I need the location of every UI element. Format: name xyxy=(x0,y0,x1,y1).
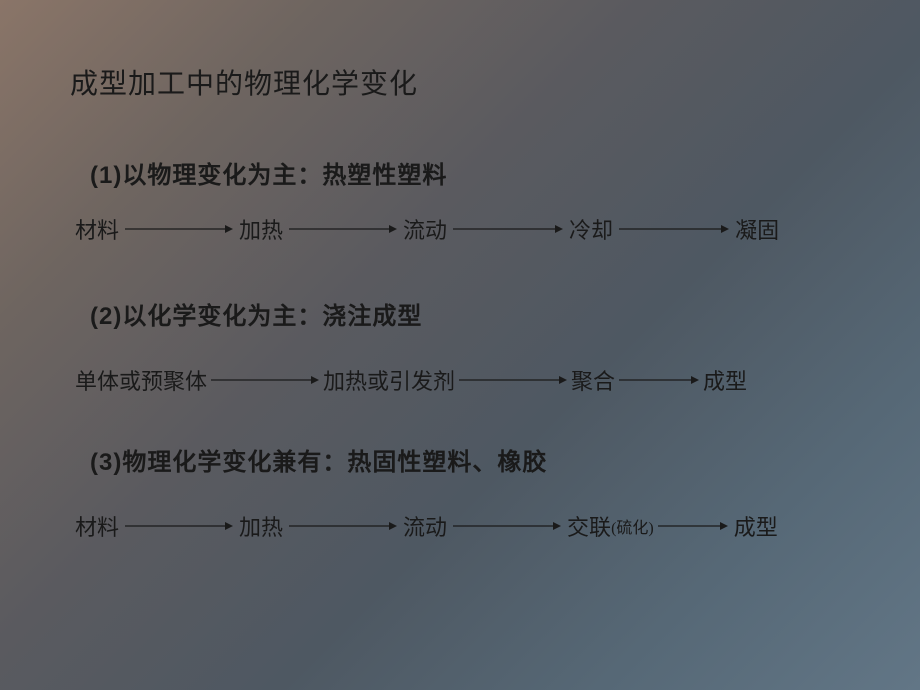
page-title: 成型加工中的物理化学变化 xyxy=(70,62,418,102)
flow-node: 交联 xyxy=(567,510,611,542)
flow-node: 材料 xyxy=(75,213,119,245)
flow-node: 冷却 xyxy=(569,213,613,245)
flow-node: 加热 xyxy=(239,510,283,542)
arrow-icon xyxy=(125,519,233,533)
flow-node-suffix: (硫化) xyxy=(611,514,654,538)
flow-node: 加热或引发剂 xyxy=(323,364,455,396)
flow-node: 凝固 xyxy=(735,213,779,245)
arrow-icon xyxy=(619,222,729,236)
arrow-icon xyxy=(453,222,563,236)
arrow-icon xyxy=(453,519,561,533)
flow-node: 成型 xyxy=(703,364,747,396)
flow-node: 成型 xyxy=(734,510,778,542)
arrow-icon xyxy=(619,373,699,387)
arrow-icon xyxy=(289,222,397,236)
arrow-icon xyxy=(211,373,319,387)
flow-row: 材料 加热 流动 冷却 凝固 xyxy=(75,213,779,245)
flow-node: 聚合 xyxy=(571,364,615,396)
flow-node: 流动 xyxy=(403,213,447,245)
flow-row: 材料 加热 流动 交联(硫化) 成型 xyxy=(75,510,778,542)
flow-node: 单体或预聚体 xyxy=(75,364,207,396)
flow-row: 单体或预聚体 加热或引发剂 聚合 成型 xyxy=(75,364,747,396)
section-header: (1)以物理变化为主：热塑性塑料 xyxy=(90,155,447,190)
flow-node: 加热 xyxy=(239,213,283,245)
arrow-icon xyxy=(289,519,397,533)
arrow-icon xyxy=(459,373,567,387)
section-header: (2)以化学变化为主：浇注成型 xyxy=(90,296,422,331)
arrow-icon xyxy=(658,519,728,533)
arrow-icon xyxy=(125,222,233,236)
section-header: (3)物理化学变化兼有：热固性塑料、橡胶 xyxy=(90,442,547,477)
flow-node: 流动 xyxy=(403,510,447,542)
flow-node: 材料 xyxy=(75,510,119,542)
